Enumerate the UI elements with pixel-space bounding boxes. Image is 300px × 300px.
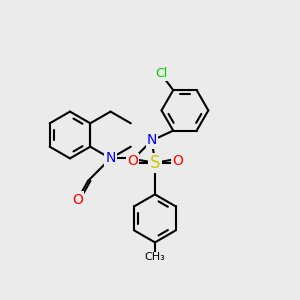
Text: S: S: [150, 154, 160, 172]
Text: Cl: Cl: [155, 67, 167, 80]
Text: CH₃: CH₃: [145, 252, 165, 262]
Text: N: N: [105, 152, 116, 165]
Text: N: N: [147, 134, 157, 147]
Text: O: O: [172, 154, 183, 168]
Text: O: O: [127, 154, 138, 168]
Text: O: O: [72, 193, 83, 206]
